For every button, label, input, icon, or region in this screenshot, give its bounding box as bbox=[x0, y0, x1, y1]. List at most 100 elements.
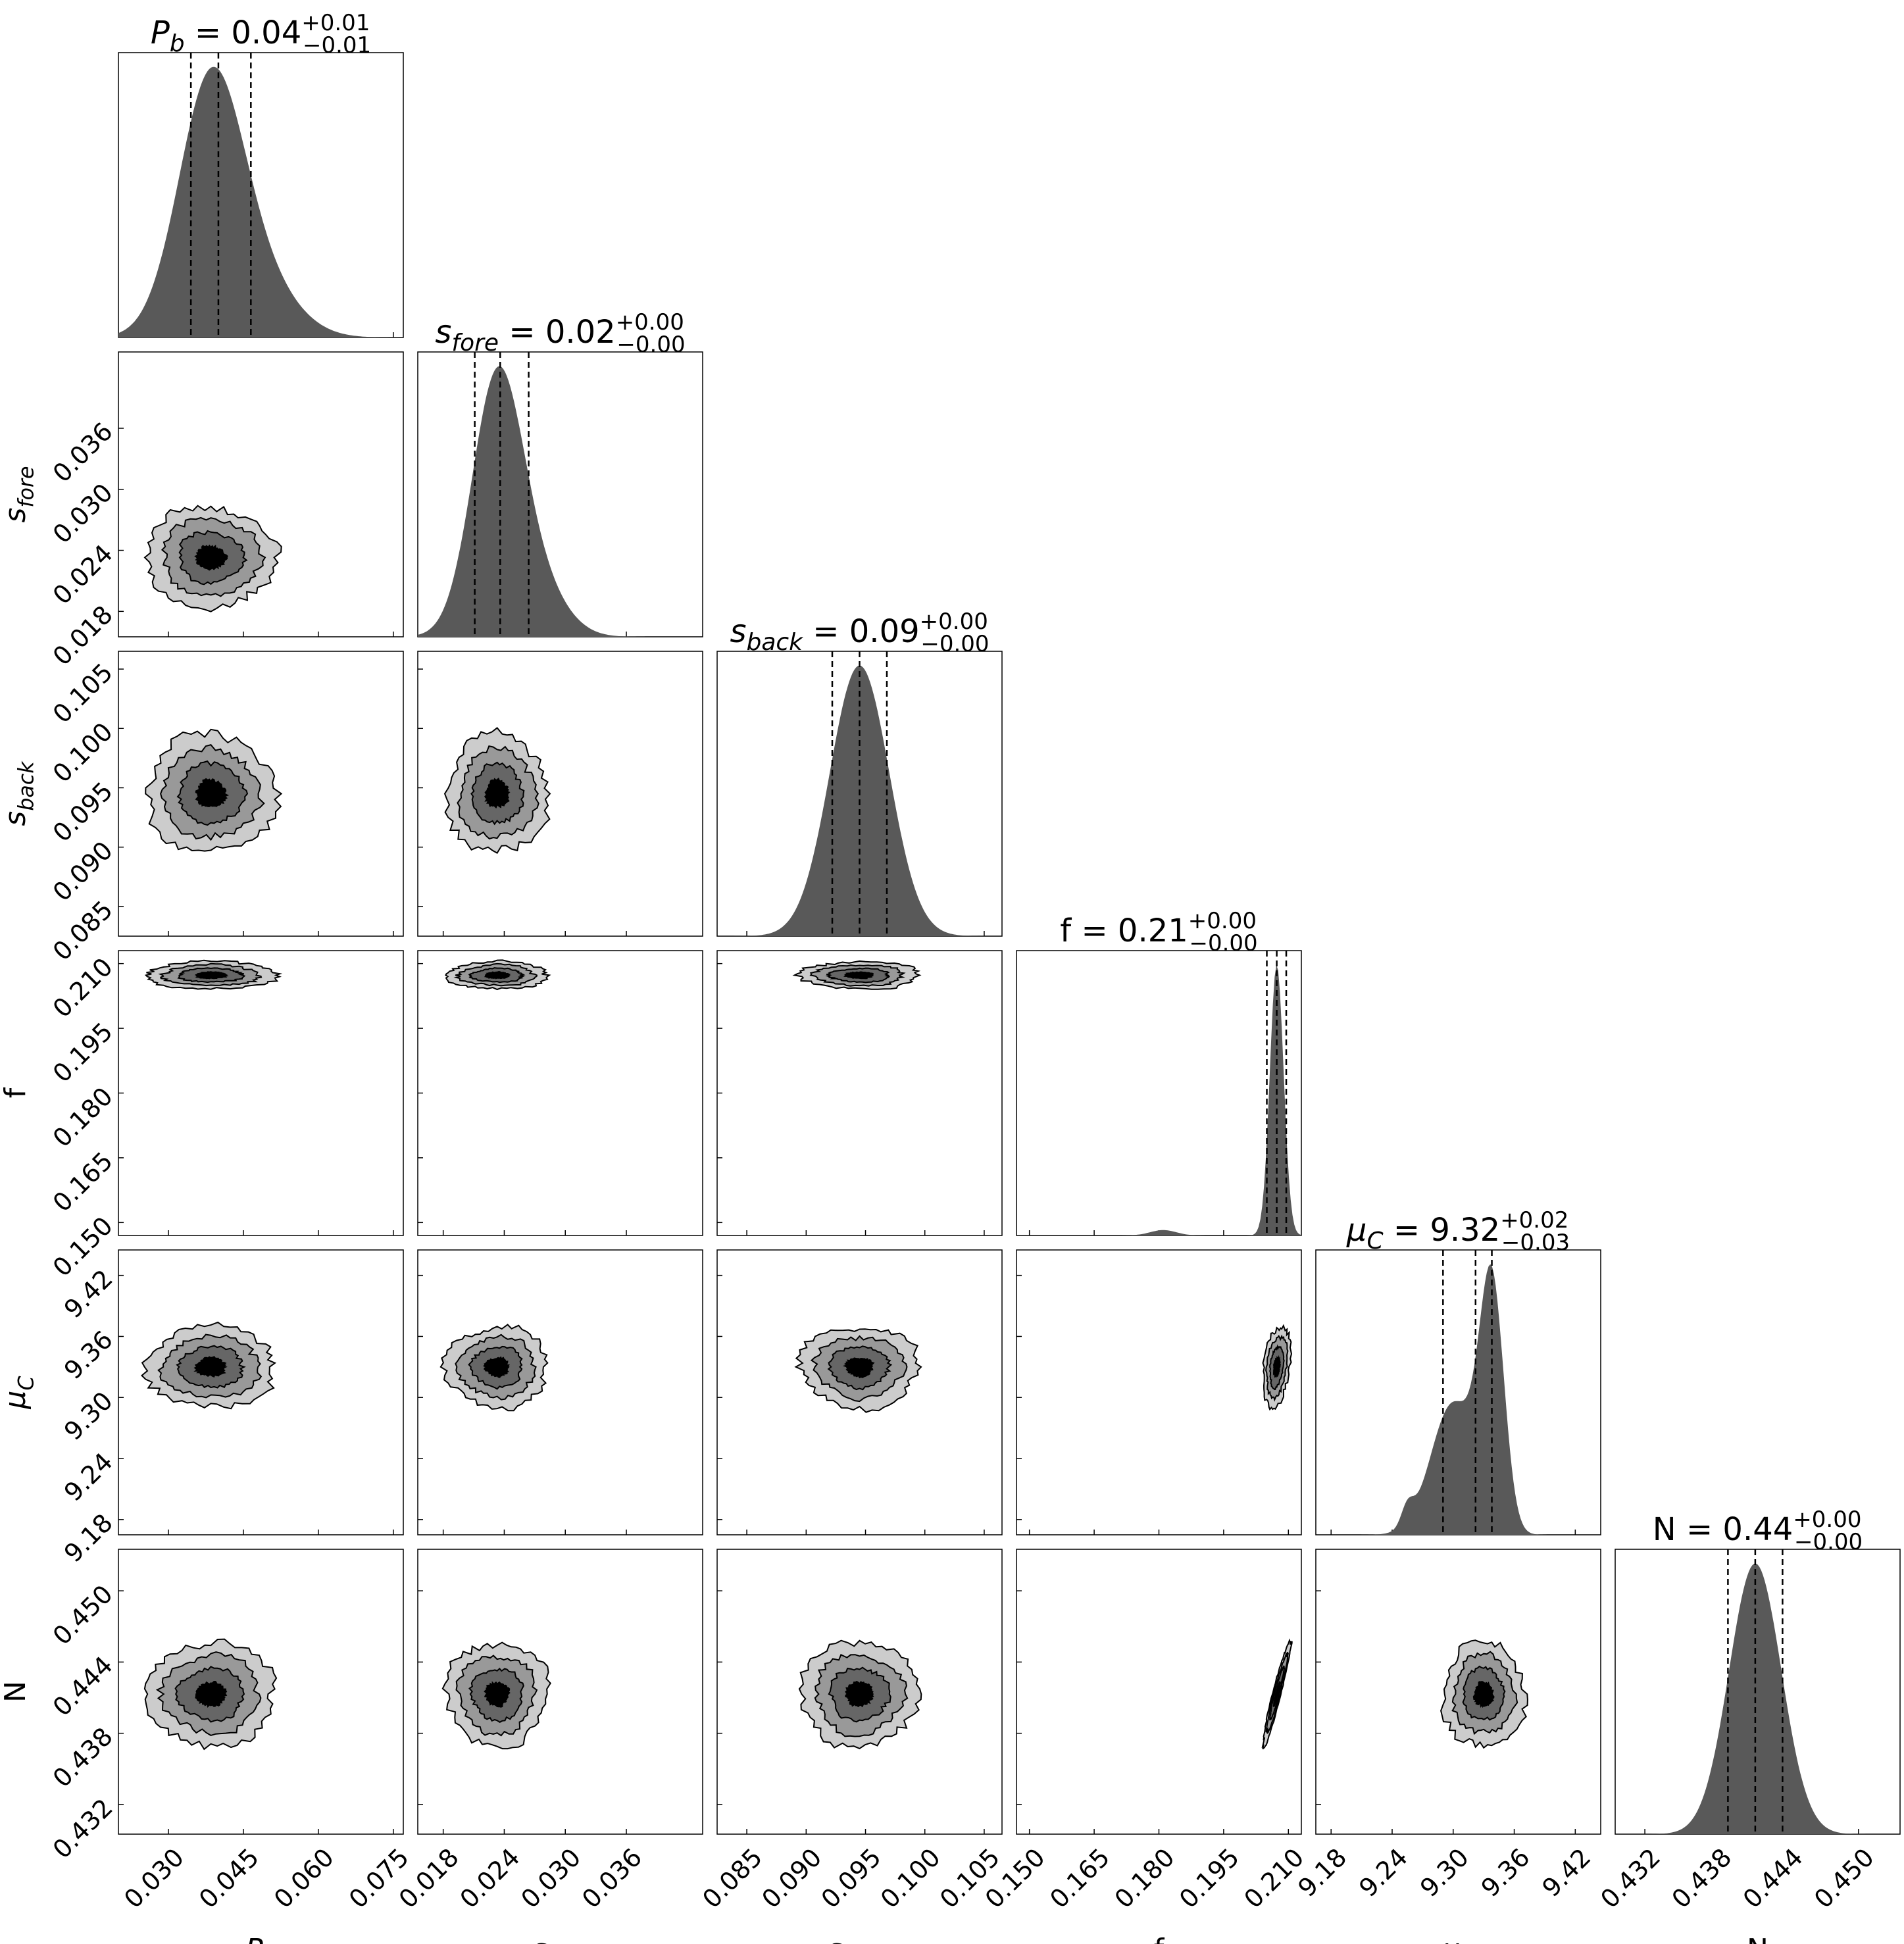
ytick-label-f-1: 0.165 bbox=[47, 1147, 118, 1218]
panel-frame-2-4 bbox=[716, 1249, 1003, 1535]
panel-Pb-vs-N bbox=[118, 1549, 404, 1835]
panel-frame-1-3 bbox=[417, 950, 703, 1236]
panel-f-vs-f: f = 0.21+0.00 −0.00 bbox=[1016, 908, 1302, 1236]
histogram-N bbox=[1615, 1563, 1900, 1834]
panel-muC-vs-N bbox=[1315, 1549, 1601, 1835]
panel-Pb-vs-sback bbox=[118, 651, 404, 937]
histogram-f bbox=[1016, 964, 1301, 1235]
panel-frame-1-4 bbox=[417, 1249, 703, 1535]
panel-frame-0-2 bbox=[118, 651, 404, 937]
x-axis-label-Pb: Pb bbox=[245, 1933, 276, 1944]
y-axis-label-sback: sback bbox=[0, 760, 38, 826]
x-axis-label-sback: sback bbox=[827, 1933, 893, 1944]
panel-sback-vs-N bbox=[716, 1549, 1003, 1835]
xtick-label-N-3: 0.450 bbox=[1809, 1843, 1880, 1914]
panel-sfore-vs-N bbox=[417, 1549, 703, 1835]
contour-sfore-sback-3 bbox=[484, 777, 511, 809]
xtick-label-Pb-0: 0.030 bbox=[118, 1843, 189, 1914]
contour-sback-muC-3 bbox=[842, 1357, 875, 1379]
contour-Pb-f-3 bbox=[194, 971, 229, 980]
xtick-label-f-3: 0.195 bbox=[1174, 1843, 1245, 1914]
x-axis-label-sfore: sfore bbox=[532, 1933, 589, 1944]
ytick-label-sback-3: 0.100 bbox=[47, 717, 118, 788]
y-axis-label-sfore: sfore bbox=[0, 466, 38, 523]
ytick-label-f-3: 0.195 bbox=[47, 1017, 118, 1088]
histogram-sfore bbox=[418, 366, 703, 637]
ytick-label-muC-0: 9.18 bbox=[59, 1508, 118, 1568]
panel-frame-1-5 bbox=[417, 1549, 703, 1835]
xtick-label-muC-2: 9.30 bbox=[1415, 1843, 1474, 1903]
contour-sfore-muC-3 bbox=[483, 1356, 511, 1378]
contour-Pb-sfore-3 bbox=[194, 544, 228, 571]
ytick-label-f-4: 0.210 bbox=[47, 952, 118, 1023]
panel-frame-0-3 bbox=[118, 950, 404, 1236]
panel-Pb-vs-muC bbox=[118, 1249, 404, 1535]
ytick-label-N-3: 0.450 bbox=[47, 1580, 118, 1651]
xtick-label-N-0: 0.432 bbox=[1595, 1843, 1666, 1914]
ytick-label-sfore-3: 0.036 bbox=[47, 417, 118, 488]
xtick-label-f-2: 0.180 bbox=[1109, 1843, 1180, 1914]
x-axis-label-muC: μC bbox=[1441, 1933, 1474, 1944]
ytick-label-f-2: 0.180 bbox=[47, 1082, 118, 1153]
xtick-label-Pb-2: 0.060 bbox=[268, 1843, 339, 1914]
ytick-label-sback-1: 0.090 bbox=[47, 835, 118, 907]
ytick-label-sback-0: 0.085 bbox=[47, 895, 118, 966]
panel-Pb-vs-f bbox=[118, 950, 404, 1236]
xtick-label-muC-0: 9.18 bbox=[1292, 1843, 1352, 1903]
panel-frame-3-3 bbox=[1016, 950, 1302, 1236]
contour-sfore-f-3 bbox=[484, 971, 511, 980]
contour-f-N-3 bbox=[1272, 1680, 1281, 1707]
panel-frame-2-3 bbox=[716, 950, 1003, 1236]
title-sback: sback = 0.09+0.00 −0.00 bbox=[730, 609, 989, 657]
xtick-label-N-1: 0.438 bbox=[1666, 1843, 1737, 1914]
contour-sback-N-3 bbox=[845, 1680, 874, 1708]
xtick-label-f-1: 0.165 bbox=[1044, 1843, 1115, 1914]
xtick-label-Pb-1: 0.045 bbox=[193, 1843, 264, 1914]
title-muC: μC = 9.32+0.02 −0.03 bbox=[1346, 1207, 1570, 1256]
histogram-Pb bbox=[118, 66, 403, 337]
xtick-label-sback-1: 0.090 bbox=[756, 1843, 827, 1914]
panel-frame-3-5 bbox=[1016, 1549, 1302, 1835]
y-axis-label-N: N bbox=[0, 1681, 32, 1703]
ytick-label-sback-4: 0.105 bbox=[47, 658, 118, 729]
contour-muC-N-3 bbox=[1472, 1681, 1495, 1708]
xtick-label-muC-3: 9.36 bbox=[1476, 1843, 1536, 1903]
x-axis-label-f: f bbox=[1154, 1933, 1165, 1944]
histogram-muC bbox=[1316, 1264, 1601, 1535]
contour-Pb-sback-3 bbox=[195, 778, 230, 807]
panel-frame-2-5 bbox=[716, 1549, 1003, 1835]
ytick-label-muC-1: 9.24 bbox=[59, 1447, 118, 1507]
panel-sfore-vs-f bbox=[417, 950, 703, 1236]
contour-sfore-N-3 bbox=[484, 1681, 511, 1708]
panel-sback-vs-f bbox=[716, 950, 1003, 1236]
panel-frame-1-2 bbox=[417, 651, 703, 937]
y-axis-label-muC: μC bbox=[0, 1376, 38, 1409]
title-N: N = 0.44+0.00 −0.00 bbox=[1653, 1507, 1863, 1555]
ytick-label-sfore-2: 0.030 bbox=[47, 478, 118, 549]
contour-sback-f-3 bbox=[843, 971, 874, 980]
title-sfore: sfore = 0.02+0.00 −0.00 bbox=[435, 309, 685, 358]
panel-f-vs-N bbox=[1016, 1549, 1302, 1835]
ytick-label-sfore-1: 0.024 bbox=[47, 539, 118, 610]
title-f: f = 0.21+0.00 −0.00 bbox=[1060, 908, 1257, 957]
panel-sfore-vs-muC bbox=[417, 1249, 703, 1535]
xtick-label-sback-0: 0.085 bbox=[697, 1843, 768, 1914]
xtick-label-N-2: 0.444 bbox=[1738, 1843, 1809, 1914]
contour-f-muC-3 bbox=[1272, 1355, 1282, 1378]
panel-frame-0-5 bbox=[118, 1549, 404, 1835]
panel-sback-vs-muC bbox=[716, 1249, 1003, 1535]
xtick-label-sback-2: 0.095 bbox=[816, 1843, 887, 1914]
panel-frame-3-4 bbox=[1016, 1249, 1302, 1535]
panel-sfore-vs-sfore: sfore = 0.02+0.00 −0.00 bbox=[417, 309, 703, 637]
ytick-label-f-0: 0.150 bbox=[47, 1211, 118, 1282]
xtick-label-sfore-2: 0.030 bbox=[515, 1843, 586, 1914]
panel-sfore-vs-sback bbox=[417, 651, 703, 937]
panel-muC-vs-muC: μC = 9.32+0.02 −0.03 bbox=[1315, 1207, 1601, 1535]
xtick-label-muC-1: 9.24 bbox=[1353, 1843, 1413, 1903]
xtick-label-sfore-3: 0.036 bbox=[576, 1843, 647, 1914]
ytick-label-sback-2: 0.095 bbox=[47, 776, 118, 847]
ytick-label-N-1: 0.438 bbox=[47, 1722, 118, 1793]
ytick-label-sfore-0: 0.018 bbox=[47, 600, 118, 671]
xtick-label-sfore-1: 0.024 bbox=[455, 1843, 526, 1914]
panel-frame-4-5 bbox=[1315, 1549, 1601, 1835]
